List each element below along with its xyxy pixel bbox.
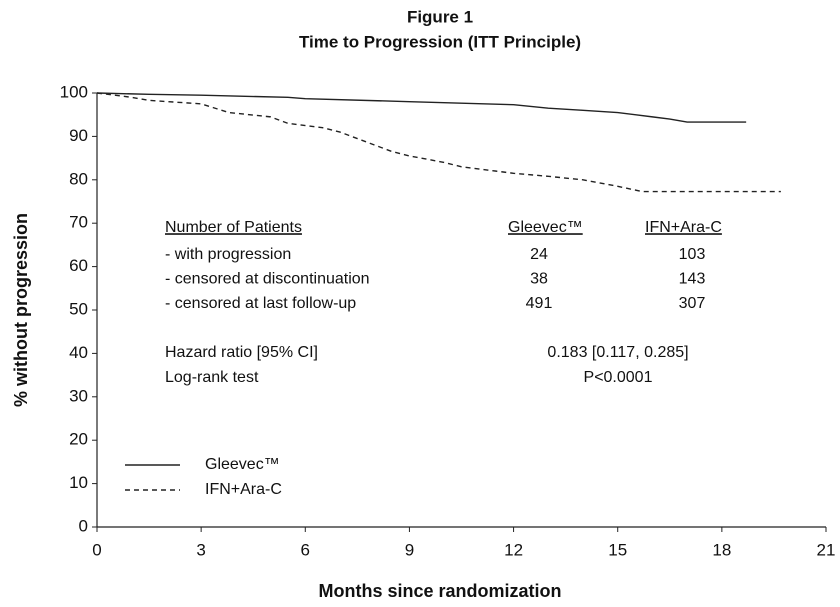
y-tick-label: 50 [69,299,88,318]
chart-title: Figure 1 [407,7,473,26]
chart-subtitle: Time to Progression (ITT Principle) [299,32,581,51]
x-tick-label: 9 [405,540,414,559]
x-tick-label: 6 [301,540,310,559]
table-label: - censored at discontinuation [165,271,370,288]
y-tick-label: 10 [69,473,88,492]
legend-label: Gleevec™ [205,456,280,473]
survival-curve [96,92,781,193]
table-header: Gleevec™ [508,219,583,236]
stat-value: P<0.0001 [584,369,653,386]
survival-curve [96,92,747,123]
table-label: - with progression [165,246,291,263]
x-axis-label: Months since randomization [318,581,561,601]
y-axis-label: % without progression [11,213,31,407]
stat-label: Hazard ratio [95% CI] [165,344,318,361]
table-label: - censored at last follow-up [165,295,356,312]
table-value: 38 [530,271,548,288]
y-tick-label: 100 [60,82,88,101]
stat-value: 0.183 [0.117, 0.285] [547,344,688,361]
x-tick-label: 3 [196,540,205,559]
table-value: 24 [530,246,548,263]
stat-label: Log-rank test [165,369,259,386]
x-tick-label: 12 [504,540,523,559]
table-header: Number of Patients [165,219,302,236]
x-tick-label: 0 [92,540,101,559]
y-tick-label: 20 [69,430,88,449]
x-tick-label: 15 [608,540,627,559]
table-value: 143 [679,271,706,288]
table-value: 103 [679,246,706,263]
y-tick-label: 80 [69,169,88,188]
table-value: 491 [526,295,553,312]
legend-label: IFN+Ara-C [205,481,282,498]
x-tick-label: 21 [817,540,836,559]
y-tick-label: 0 [79,516,88,535]
y-tick-label: 70 [69,213,88,232]
y-tick-label: 60 [69,256,88,275]
table-header: IFN+Ara-C [645,219,722,236]
table-value: 307 [679,295,706,312]
y-tick-label: 90 [69,126,88,145]
y-tick-label: 40 [69,343,88,362]
y-tick-label: 30 [69,386,88,405]
x-tick-label: 18 [712,540,731,559]
